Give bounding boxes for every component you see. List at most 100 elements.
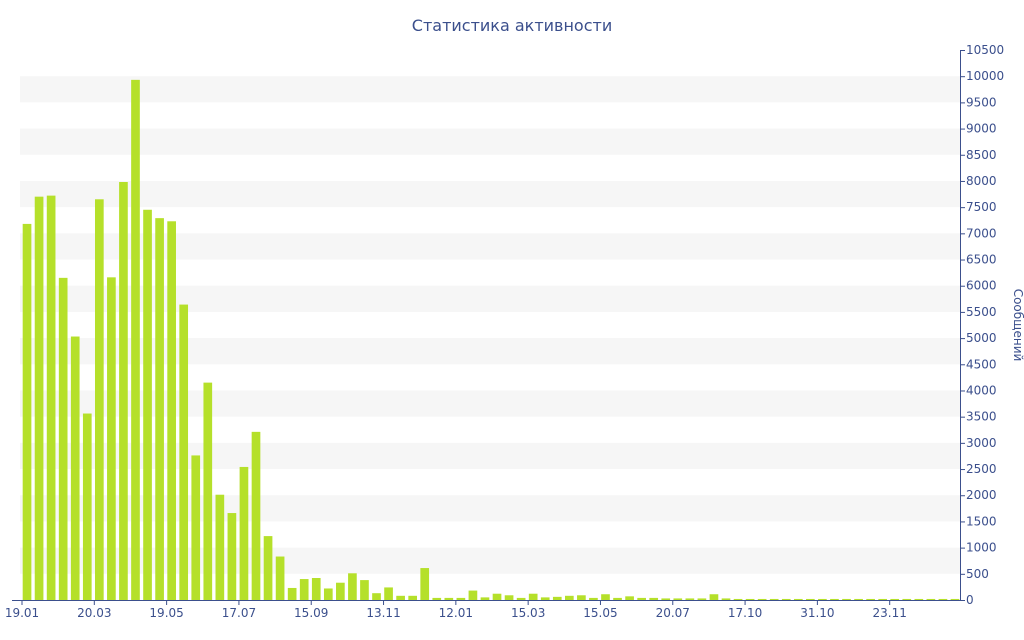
x-tick-label: 17.10 (728, 606, 762, 620)
bar (82, 413, 92, 600)
y-tick-label: 500 (966, 567, 989, 581)
bar (348, 573, 357, 600)
bar (577, 595, 586, 600)
y-tick-label: 1500 (966, 514, 997, 528)
bar (263, 536, 273, 600)
y-axis-label: Сообщений (1011, 289, 1024, 362)
y-tick-label: 4000 (966, 383, 997, 397)
bar (601, 594, 610, 600)
bar (552, 596, 562, 600)
bar (227, 513, 237, 600)
bar (131, 79, 140, 601)
bar (167, 221, 176, 601)
bar (203, 382, 213, 600)
bars-layer (22, 79, 960, 601)
x-tick-label: 20.03 (77, 606, 111, 620)
bar (625, 596, 634, 600)
bar (215, 494, 225, 600)
y-tick-label: 1000 (966, 541, 997, 555)
bar (902, 598, 912, 600)
bar (793, 598, 803, 600)
y-tick-label: 7500 (966, 200, 997, 214)
chart-title: Статистика активности (412, 16, 612, 35)
x-axis-ticks: 19.01 20.03 19.05 17.07 15.09 13.11 12.01 15.03… (5, 600, 907, 620)
bar (685, 598, 695, 600)
bar (119, 182, 128, 600)
y-tick-label: 0 (966, 593, 974, 607)
bar (950, 598, 960, 600)
bar (323, 588, 333, 600)
bar (408, 595, 418, 600)
bar (890, 598, 900, 600)
bar (251, 431, 261, 600)
bar (420, 568, 430, 600)
bar (757, 598, 767, 600)
bar (311, 578, 321, 600)
grid-band (20, 495, 960, 522)
bar (697, 598, 707, 600)
bar (360, 580, 369, 600)
y-tick-label: 8500 (966, 148, 997, 162)
y-tick-label: 2500 (966, 462, 997, 476)
bar (107, 277, 116, 600)
bar (781, 598, 791, 600)
bar (239, 466, 249, 600)
bar (673, 598, 683, 600)
bar (432, 597, 442, 600)
bar (58, 277, 68, 600)
grid-band (20, 547, 960, 574)
y-tick-label: 5000 (966, 331, 997, 345)
bar (34, 196, 44, 600)
bar (938, 598, 948, 600)
bar (179, 304, 189, 600)
y-axis-ticks: 0 500 1000 1500 2000 2500 3000 3500 4000 4500 5000… (960, 43, 1004, 607)
x-tick-label: 12.01 (439, 606, 473, 620)
bar (191, 455, 201, 600)
x-tick-label: 15.09 (294, 606, 328, 620)
bar (878, 598, 888, 600)
bar (22, 223, 32, 600)
bar (769, 598, 779, 600)
bar (589, 597, 598, 600)
x-tick-label: 19.05 (149, 606, 183, 620)
bar (299, 579, 309, 600)
bar (516, 597, 526, 600)
x-tick-label: 17.07 (222, 606, 256, 620)
bar (818, 598, 827, 600)
y-tick-label: 10500 (966, 43, 1004, 57)
bar (637, 597, 646, 600)
y-tick-label: 3500 (966, 410, 997, 424)
x-tick-label: 31.10 (800, 606, 834, 620)
bar (46, 195, 56, 600)
bar (384, 587, 393, 600)
y-tick-label: 2000 (966, 488, 997, 502)
bar (733, 598, 743, 600)
grid-bands (20, 76, 960, 574)
bar (336, 582, 345, 600)
bar (854, 598, 863, 600)
y-tick-label: 9000 (966, 122, 997, 136)
y-tick-label: 8000 (966, 174, 997, 188)
bar (842, 598, 851, 600)
bar (613, 597, 622, 600)
bar (275, 556, 285, 600)
y-tick-label: 3000 (966, 436, 997, 450)
grid-band (20, 338, 960, 365)
grid-band (20, 390, 960, 417)
bar (528, 593, 538, 600)
bar (143, 209, 152, 600)
y-tick-label: 9500 (966, 95, 997, 109)
bar (926, 598, 936, 600)
bar (70, 336, 80, 600)
bar (806, 598, 815, 600)
bar (94, 199, 104, 601)
bar (709, 594, 719, 600)
x-tick-label: 13.11 (366, 606, 400, 620)
x-tick-label: 23.11 (873, 606, 907, 620)
bar (456, 597, 466, 600)
bar (830, 598, 839, 600)
bar (480, 597, 490, 600)
bar (444, 597, 454, 600)
y-tick-label: 5500 (966, 305, 997, 319)
